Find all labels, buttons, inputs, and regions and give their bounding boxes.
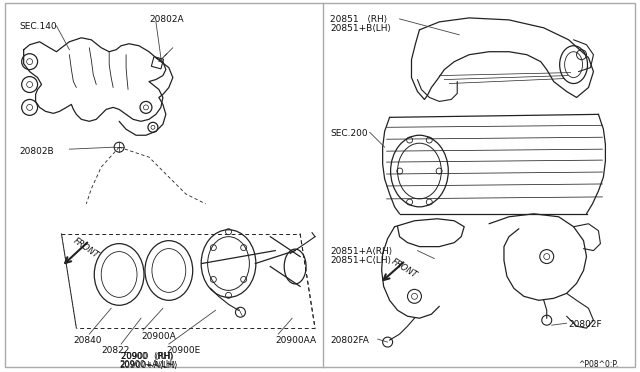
Text: 20851   ⟨RH⟩: 20851 ⟨RH⟩ (330, 15, 387, 24)
Text: 20802F: 20802F (568, 320, 602, 329)
Text: FRONT: FRONT (72, 237, 100, 260)
Text: ^P08^0:P.: ^P08^0:P. (578, 360, 618, 369)
Text: 20900E: 20900E (166, 346, 200, 355)
Text: 20900A: 20900A (141, 332, 176, 341)
Text: 20840: 20840 (74, 336, 102, 345)
Text: FRONT: FRONT (390, 257, 419, 279)
Text: 20900   ⟨RH⟩: 20900 ⟨RH⟩ (121, 352, 174, 361)
Text: SEC.140: SEC.140 (20, 22, 58, 31)
Text: 20900AA: 20900AA (275, 336, 316, 345)
Text: SEC.200: SEC.200 (330, 129, 367, 138)
Text: 20802B: 20802B (20, 147, 54, 156)
Text: 20900  ⟨RH⟩: 20900 ⟨RH⟩ (121, 352, 173, 361)
Text: 20802FA: 20802FA (330, 336, 369, 345)
Text: 20900+A⟨LH⟩: 20900+A⟨LH⟩ (119, 360, 175, 369)
Text: 20900+A⟨LH⟩: 20900+A⟨LH⟩ (119, 361, 178, 370)
Text: 20851+A⟨RH⟩: 20851+A⟨RH⟩ (330, 247, 392, 256)
Text: 20822: 20822 (101, 346, 129, 355)
Text: 20851+B⟨LH⟩: 20851+B⟨LH⟩ (330, 24, 391, 33)
Bar (151, 57, 164, 69)
Text: 20802A: 20802A (149, 15, 184, 24)
Text: 20851+C⟨LH⟩: 20851+C⟨LH⟩ (330, 256, 391, 264)
